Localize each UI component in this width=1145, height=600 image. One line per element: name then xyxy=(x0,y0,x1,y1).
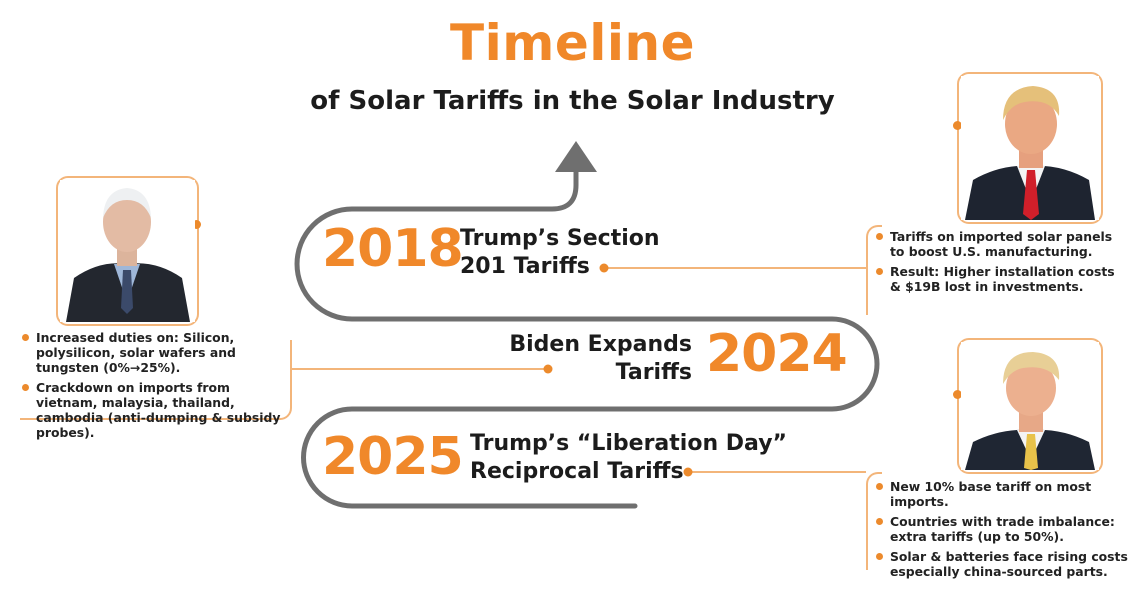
trump-2025-photo-frame xyxy=(957,338,1103,474)
trump-2018-photo-frame xyxy=(957,72,1103,224)
event-2018-line1: Trump’s Section xyxy=(460,226,660,251)
event-2025: Trump’s “Liberation Day” Reciprocal Tari… xyxy=(470,430,787,486)
biden-frame-dot xyxy=(192,220,201,229)
trump-2018-portrait xyxy=(961,76,1099,220)
trump-2018-notes-frame xyxy=(866,225,882,315)
event-2024-line2: Tariffs xyxy=(615,360,692,385)
trump-2018-notes: Tariffs on imported solar panels to boos… xyxy=(876,229,1116,299)
year-2025: 2025 xyxy=(322,427,464,487)
biden-notes-frame xyxy=(20,340,292,420)
trump-2025-portrait xyxy=(961,342,1099,470)
note-2024-1: Increased duties on: Silicon, polysilico… xyxy=(22,330,294,375)
trump-2025-notes: New 10% base tariff on most imports. Cou… xyxy=(876,479,1138,584)
connector-dot-2024 xyxy=(543,364,553,374)
biden-portrait xyxy=(60,180,195,322)
event-2018-line2: 201 Tariffs xyxy=(460,254,590,279)
timeline-arrowhead xyxy=(555,141,597,172)
event-2025-line2: Reciprocal Tariffs xyxy=(470,459,684,484)
trump-2025-notes-frame xyxy=(866,472,882,570)
timeline-path xyxy=(294,167,880,509)
year-2018: 2018 xyxy=(322,219,464,279)
trump-2025-frame-dot xyxy=(953,390,962,399)
page-subtitle: of Solar Tariffs in the Solar Industry xyxy=(310,86,835,116)
biden-notes: Increased duties on: Silicon, polysilico… xyxy=(22,330,294,445)
page-title: Timeline xyxy=(449,14,696,72)
event-2018: Trump’s Section 201 Tariffs xyxy=(460,225,660,281)
event-2024-line1: Biden Expands xyxy=(509,332,692,357)
connector-dot-2018 xyxy=(599,263,609,273)
note-2018-2: Result: Higher installation costs & $19B… xyxy=(876,264,1116,294)
note-2025-2: Countries with trade imbalance: extra ta… xyxy=(876,514,1138,544)
year-2024: 2024 xyxy=(706,324,848,384)
event-2025-line1: Trump’s “Liberation Day” xyxy=(470,431,787,456)
trump-2018-frame-dot xyxy=(953,121,962,130)
note-2025-3: Solar & batteries face rising costs espe… xyxy=(876,549,1138,579)
note-2024-2: Crackdown on imports from vietnam, malay… xyxy=(22,380,294,440)
note-2025-1: New 10% base tariff on most imports. xyxy=(876,479,1138,509)
biden-photo-frame xyxy=(56,176,199,326)
note-2018-1: Tariffs on imported solar panels to boos… xyxy=(876,229,1116,259)
connector-dot-2025 xyxy=(683,467,693,477)
event-2024: Biden Expands Tariffs xyxy=(492,331,692,387)
